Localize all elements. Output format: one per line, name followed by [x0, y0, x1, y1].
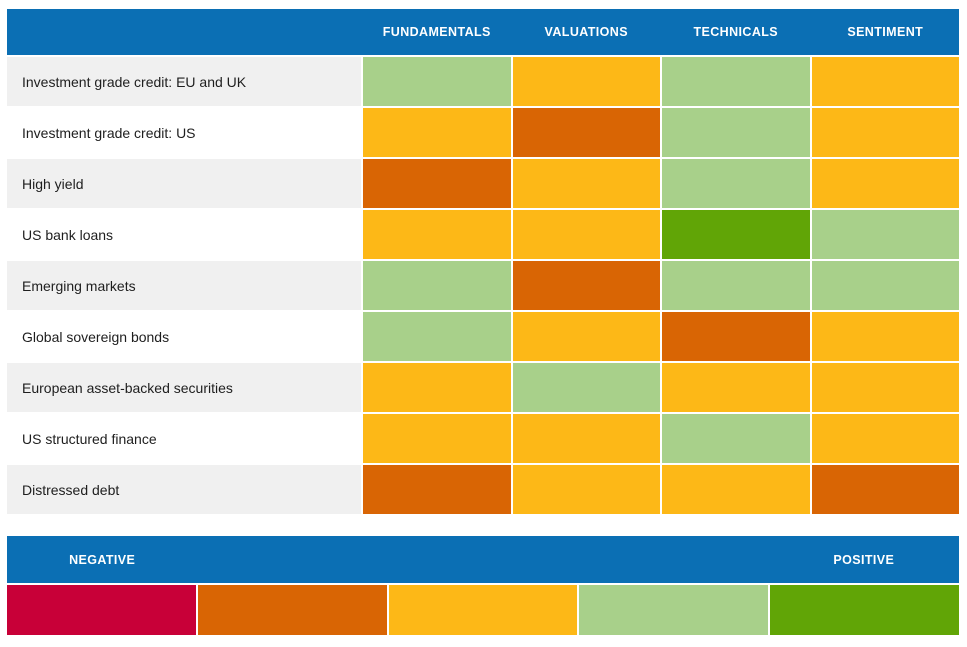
row-label: US bank loans — [7, 210, 361, 259]
rating-cell-neutral — [811, 363, 959, 412]
row-label: US structured finance — [7, 414, 361, 463]
rating-cell-neutral — [512, 159, 660, 208]
rating-cell-positive-1 — [662, 108, 810, 157]
column-header-fundamentals: FUNDAMENTALS — [382, 25, 491, 39]
row-label: Investment grade credit: US — [7, 108, 361, 157]
legend-segment-neutral — [388, 585, 578, 635]
legend-negative-label: NEGATIVE — [69, 552, 136, 567]
legend-label-bar: NEGATIVE POSITIVE — [7, 536, 959, 583]
table-row: Global sovereign bonds — [7, 312, 959, 361]
column-header-bar: FUNDAMENTALS VALUATIONS TECHNICALS SENTI… — [7, 9, 959, 55]
rating-cell-positive-1 — [811, 261, 959, 310]
rating-cell-positive-2 — [662, 210, 810, 259]
rating-cell-positive-1 — [811, 210, 959, 259]
rating-cell-negative-1 — [363, 465, 511, 514]
rating-cell-positive-1 — [363, 312, 511, 361]
row-label: Emerging markets — [7, 261, 361, 310]
rating-cell-positive-1 — [662, 261, 810, 310]
header-spacer — [7, 9, 361, 55]
rating-cell-neutral — [811, 414, 959, 463]
table-row: Investment grade credit: US — [7, 108, 959, 157]
legend-color-scale — [7, 585, 959, 635]
rating-cell-positive-1 — [363, 261, 511, 310]
rating-cell-neutral — [662, 465, 810, 514]
row-label: Global sovereign bonds — [7, 312, 361, 361]
table-row: Emerging markets — [7, 261, 959, 310]
table-row: US bank loans — [7, 210, 959, 259]
rating-cell-neutral — [811, 108, 959, 157]
legend-spacer — [388, 536, 578, 583]
rating-cell-neutral — [363, 363, 511, 412]
rating-cell-positive-1 — [662, 159, 810, 208]
table-row: Investment grade credit: EU and UK — [7, 57, 959, 106]
rating-cell-neutral — [662, 363, 810, 412]
row-label: Investment grade credit: EU and UK — [7, 57, 361, 106]
rating-cell-neutral — [363, 210, 511, 259]
legend-segment-negative-1 — [197, 585, 387, 635]
matrix-body: Investment grade credit: EU and UK Invest… — [7, 57, 959, 514]
rating-cell-neutral — [811, 312, 959, 361]
rating-cell-negative-1 — [662, 312, 810, 361]
rating-cell-neutral — [811, 159, 959, 208]
legend-segment-positive-2 — [770, 585, 959, 635]
rating-cell-neutral — [363, 414, 511, 463]
table-row: Distressed debt — [7, 465, 959, 514]
legend-spacer — [197, 536, 387, 583]
table-row: European asset-backed securities — [7, 363, 959, 412]
rating-cell-negative-1 — [512, 108, 660, 157]
legend-positive-label: POSITIVE — [833, 552, 895, 567]
rating-cell-positive-1 — [363, 57, 511, 106]
rating-cell-negative-1 — [811, 465, 959, 514]
legend: NEGATIVE POSITIVE — [7, 536, 959, 635]
row-label: Distressed debt — [7, 465, 361, 514]
rating-cell-neutral — [811, 57, 959, 106]
rating-cell-neutral — [512, 312, 660, 361]
legend-segment-negative-2 — [7, 585, 196, 635]
rating-cell-positive-1 — [662, 57, 810, 106]
table-row: High yield — [7, 159, 959, 208]
row-label: High yield — [7, 159, 361, 208]
rating-cell-positive-1 — [662, 414, 810, 463]
rating-cell-negative-1 — [363, 159, 511, 208]
rating-cell-neutral — [512, 465, 660, 514]
rating-cell-positive-1 — [512, 363, 660, 412]
legend-segment-positive-1 — [579, 585, 769, 635]
rating-cell-neutral — [512, 210, 660, 259]
legend-spacer — [578, 536, 768, 583]
column-header-sentiment: SENTIMENT — [847, 25, 924, 39]
rating-cell-neutral — [363, 108, 511, 157]
table-row: US structured finance — [7, 414, 959, 463]
column-header-technicals: TECHNICALS — [693, 25, 779, 39]
column-header-valuations: VALUATIONS — [544, 25, 628, 39]
row-label: European asset-backed securities — [7, 363, 361, 412]
rating-cell-neutral — [512, 57, 660, 106]
rating-cell-negative-1 — [512, 261, 660, 310]
rating-cell-neutral — [512, 414, 660, 463]
